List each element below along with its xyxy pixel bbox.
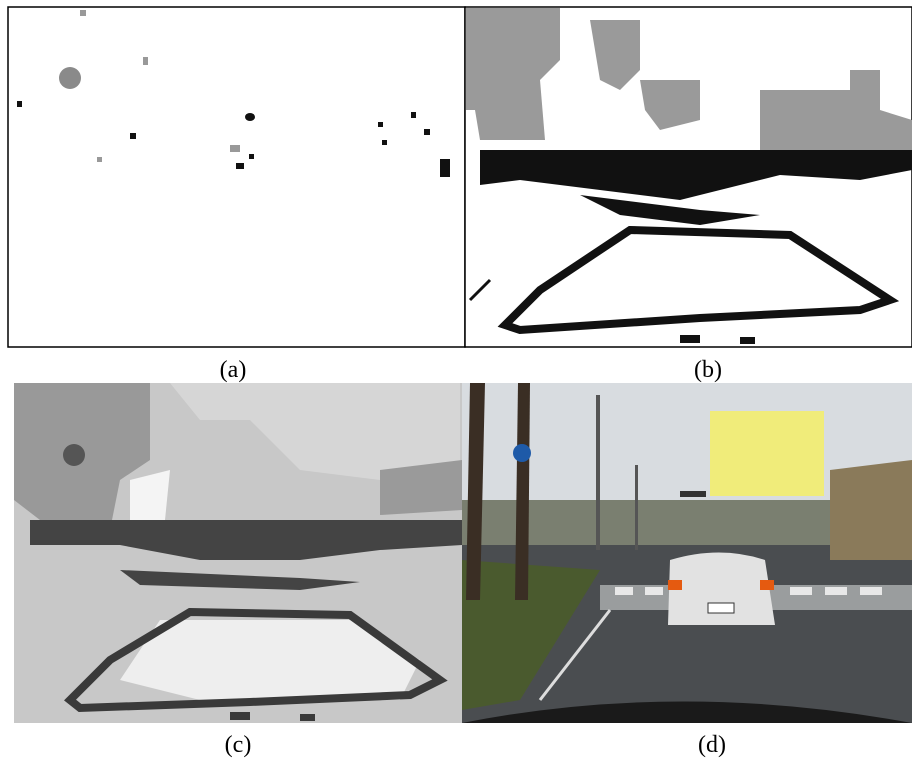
caption: (c) — [225, 732, 252, 758]
panel-c — [14, 383, 462, 723]
caption: (b) — [694, 357, 722, 383]
panel-b — [465, 7, 912, 347]
panel-d — [462, 383, 912, 723]
figure: (a) (b) (c) — [0, 0, 912, 758]
caption: (a) — [220, 357, 247, 383]
caption: (d) — [698, 732, 726, 758]
panel-a — [8, 7, 465, 347]
